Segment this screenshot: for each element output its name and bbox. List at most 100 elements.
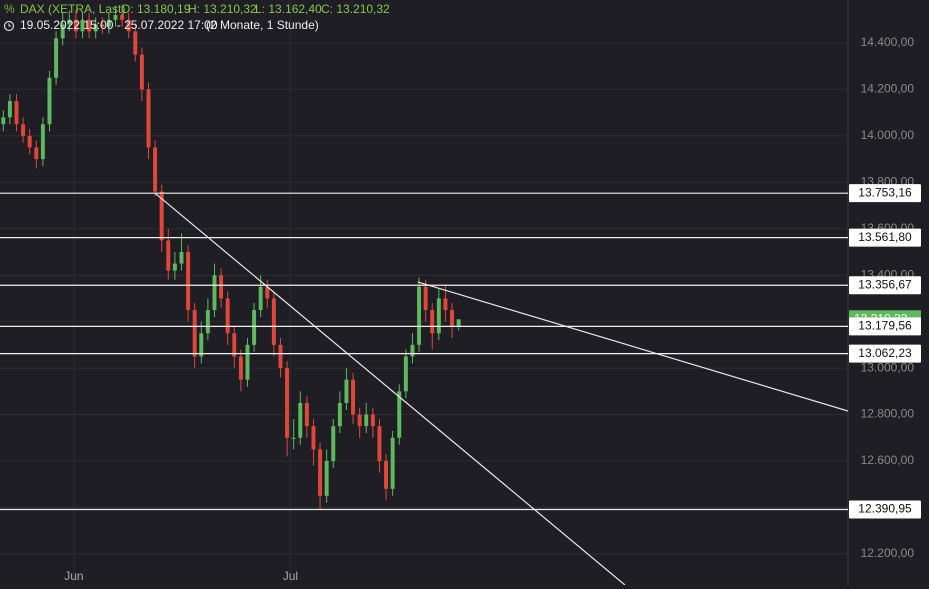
- level-label: 13.561,80: [858, 230, 912, 244]
- trendline: [417, 281, 848, 412]
- candle-body: [318, 449, 323, 496]
- candle-body: [60, 24, 65, 39]
- candle-body: [172, 263, 177, 271]
- trendline: [154, 192, 626, 585]
- candle-body: [225, 298, 230, 334]
- candle-body: [120, 15, 125, 20]
- candle-body: [238, 356, 243, 380]
- ohlc: H: 13.210,32: [188, 2, 257, 16]
- candle-body: [357, 414, 362, 427]
- symbol: DAX (XETRA, Last): [20, 2, 125, 16]
- candle-body: [113, 15, 118, 20]
- candle-body: [410, 344, 415, 357]
- candle-body: [278, 344, 283, 369]
- candle-body: [54, 38, 59, 78]
- candle-body: [258, 286, 263, 311]
- candle-body: [271, 298, 276, 345]
- y-tick-label: 12.600,00: [861, 453, 915, 467]
- level-box: [849, 317, 921, 336]
- level-label: 12.390,95: [858, 502, 912, 516]
- y-tick-label: 12.800,00: [861, 407, 915, 421]
- candle-body: [153, 147, 158, 192]
- y-tick-label: 14.200,00: [861, 82, 915, 96]
- candle-body: [403, 356, 408, 392]
- candle-body: [159, 191, 164, 241]
- candle-body: [14, 101, 19, 125]
- candle-body: [205, 310, 210, 334]
- candle-body: [450, 310, 455, 327]
- candle-body: [212, 275, 217, 311]
- candles: [1, 5, 461, 510]
- candle-body: [390, 437, 395, 489]
- level-box: [849, 228, 921, 247]
- candle-body: [179, 251, 184, 264]
- candle-body: [7, 101, 12, 118]
- candle-body: [245, 344, 250, 380]
- candle-body: [430, 310, 435, 334]
- candle-body: [298, 402, 303, 438]
- candle-body: [73, 19, 78, 32]
- level-label: 13.356,67: [858, 277, 912, 291]
- candle-body: [377, 426, 382, 461]
- level-box: [849, 500, 921, 519]
- ohlc: C: 13.210,32: [321, 2, 390, 16]
- candle-body: [40, 124, 45, 160]
- candle-body: [285, 368, 290, 438]
- y-tick-label: 13.000,00: [861, 360, 915, 374]
- candle-body: [436, 298, 441, 334]
- candle-body: [219, 275, 224, 299]
- candle-body: [146, 89, 151, 148]
- candle-body: [265, 286, 270, 299]
- level-box: [849, 184, 921, 203]
- candle-body: [252, 310, 257, 345]
- candle-body: [370, 414, 375, 427]
- ohlc: L: 13.162,40: [255, 2, 322, 16]
- candle-body: [304, 402, 309, 427]
- ohlc: O: 13.180,19: [121, 2, 191, 16]
- candle-body: [351, 379, 356, 415]
- level-label: 13.753,16: [858, 185, 912, 199]
- candle-body: [331, 426, 336, 461]
- candle-body: [126, 19, 131, 32]
- candle-body: [186, 251, 191, 311]
- candle-body: [199, 333, 204, 357]
- candle-body: [34, 147, 39, 160]
- candle-body: [337, 402, 342, 427]
- level-label: 13.179,56: [858, 319, 912, 333]
- candle-body: [456, 319, 461, 327]
- clock-icon: [3, 20, 15, 32]
- candle-body: [417, 286, 422, 345]
- candle-body: [80, 19, 85, 32]
- candle-body: [324, 460, 329, 496]
- candle-body: [93, 24, 98, 32]
- candle-body: [139, 54, 144, 90]
- level-box: [849, 276, 921, 295]
- icon: %: [4, 2, 15, 16]
- candle-body: [384, 460, 389, 489]
- y-tick-label: 14.000,00: [861, 128, 915, 142]
- x-tick-label: Jun: [64, 569, 83, 583]
- candle-body: [232, 333, 237, 357]
- clock-hands: [8, 23, 11, 27]
- candle-body: [133, 31, 138, 55]
- candle-body: [443, 298, 448, 311]
- candle-body: [47, 77, 52, 125]
- candle-body: [166, 240, 171, 271]
- candle-body: [423, 286, 428, 311]
- candle-body: [27, 135, 32, 148]
- candle-body: [291, 437, 296, 439]
- level-box: [849, 344, 921, 363]
- y-tick-label: 14.400,00: [861, 35, 915, 49]
- header: % DAX (XETRA, Last) O: 13.180,19 H: 13.2…: [3, 2, 390, 32]
- candle-body: [364, 414, 369, 427]
- candle-body: [106, 19, 111, 27]
- period: (2 Monate, 1 Stunde): [206, 18, 319, 32]
- candle-body: [100, 24, 105, 27]
- candle-body: [87, 19, 92, 32]
- level-label: 13.062,23: [858, 346, 912, 360]
- candle-body: [1, 117, 6, 125]
- candle-body: [397, 391, 402, 438]
